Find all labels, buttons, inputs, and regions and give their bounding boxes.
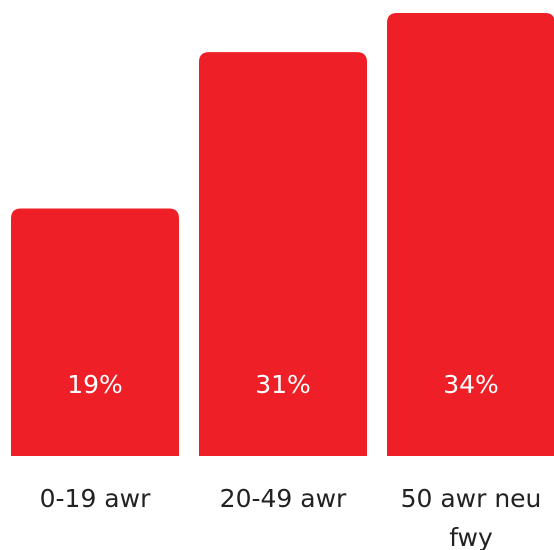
category-label-2: 20-49 awr [220,484,347,513]
bar-3 [387,13,554,456]
value-label-1: 19% [67,370,123,399]
bar-2 [199,52,367,457]
category-labels-group: 0-19 awr 20-49 awr 50 awr neu fwy [40,484,542,550]
bar-1 [11,208,179,456]
value-label-2: 31% [255,370,311,399]
category-label-3: 50 awr neu fwy [401,484,542,550]
value-labels-group: 19% 31% 34% [67,370,499,399]
category-label-1: 0-19 awr [40,484,151,513]
bars-group [11,13,554,457]
value-label-3: 34% [443,370,499,399]
